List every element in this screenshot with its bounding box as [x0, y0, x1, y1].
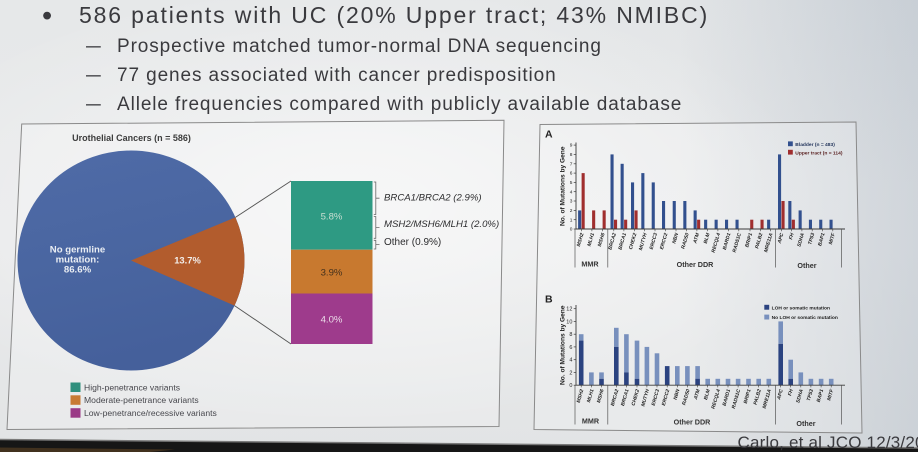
svg-text:BLM: BLM — [703, 232, 712, 245]
svg-text:2: 2 — [569, 370, 572, 376]
svg-text:8: 8 — [569, 332, 572, 338]
svg-text:0: 0 — [569, 383, 572, 389]
svg-text:B: B — [545, 294, 553, 306]
svg-text:6: 6 — [569, 345, 572, 351]
svg-text:BRCA1: BRCA1 — [618, 232, 629, 250]
svg-text:FH: FH — [788, 232, 796, 240]
svg-text:6: 6 — [570, 171, 573, 177]
svg-text:RECQL4: RECQL4 — [711, 232, 722, 253]
svg-text:BLM: BLM — [703, 388, 712, 401]
svg-text:RAD50: RAD50 — [680, 232, 690, 250]
svg-text:High-penetrance variants: High-penetrance variants — [84, 382, 180, 392]
svg-text:5.8%: 5.8% — [321, 212, 343, 223]
svg-text:8: 8 — [570, 152, 573, 158]
svg-text:NBN: NBN — [671, 232, 680, 244]
svg-text:Other DDR: Other DDR — [674, 418, 712, 427]
svg-text:BRCA1/BRCA2 (2.9%): BRCA1/BRCA2 (2.9%) — [384, 192, 482, 203]
svg-text:MRE11A: MRE11A — [763, 232, 774, 253]
svg-text:MUTYH: MUTYH — [638, 232, 649, 251]
svg-text:MUTYH: MUTYH — [640, 388, 651, 407]
svg-text:BARD1: BARD1 — [722, 388, 733, 406]
svg-text:MRE11A: MRE11A — [762, 388, 773, 409]
svg-text:MSH6: MSH6 — [596, 388, 606, 403]
svg-text:86.6%: 86.6% — [64, 265, 92, 276]
svg-text:MITF: MITF — [828, 231, 837, 245]
svg-text:BRIP1: BRIP1 — [743, 388, 753, 404]
svg-text:Urothelial Cancers (n = 586): Urothelial Cancers (n = 586) — [72, 133, 191, 143]
svg-text:MMR: MMR — [581, 260, 599, 269]
svg-text:ERCC3: ERCC3 — [651, 388, 661, 406]
svg-text:Other (0.9%): Other (0.9%) — [384, 237, 441, 248]
svg-text:3.9%: 3.9% — [321, 268, 343, 279]
svg-text:12: 12 — [566, 307, 572, 313]
svg-text:1: 1 — [570, 217, 573, 223]
svg-text:BRCA2: BRCA2 — [607, 232, 618, 250]
svg-text:CHEK2: CHEK2 — [628, 232, 638, 250]
svg-text:2: 2 — [570, 208, 573, 214]
svg-text:13.7%: 13.7% — [174, 255, 201, 266]
svg-text:ERCC3: ERCC3 — [649, 232, 659, 250]
svg-text:TP53: TP53 — [806, 388, 815, 401]
svg-text:ERCC2: ERCC2 — [659, 232, 669, 250]
svg-text:RECQL4: RECQL4 — [711, 388, 722, 409]
svg-text:4: 4 — [570, 189, 573, 195]
svg-text:MSH2/MSH6/MLH1 (2.0%): MSH2/MSH6/MLH1 (2.0%) — [384, 219, 499, 230]
svg-text:RAD51C: RAD51C — [732, 232, 743, 253]
svg-text:BAP1: BAP1 — [817, 232, 827, 247]
svg-text:BARD1: BARD1 — [722, 232, 733, 250]
svg-text:Upper tract (n = 114): Upper tract (n = 114) — [795, 150, 843, 156]
svg-text:5: 5 — [570, 180, 573, 186]
svg-text:ATM: ATM — [692, 232, 701, 245]
svg-text:CHEK2: CHEK2 — [631, 388, 641, 406]
svg-text:MSH2: MSH2 — [576, 232, 586, 247]
svg-text:APC: APC — [776, 232, 785, 245]
svg-text:Moderate-penetrance variants: Moderate-penetrance variants — [84, 395, 199, 405]
svg-text:ATM: ATM — [693, 388, 702, 401]
svg-text:MMR: MMR — [582, 417, 600, 426]
svg-text:4.0%: 4.0% — [321, 315, 343, 326]
svg-text:MSH2: MSH2 — [576, 388, 586, 403]
svg-text:9: 9 — [570, 143, 573, 149]
svg-text:BRCA1: BRCA1 — [620, 388, 631, 406]
svg-text:NBN: NBN — [673, 388, 682, 400]
svg-text:PALB2: PALB2 — [753, 388, 763, 405]
svg-text:No. of Mutations by Gene: No. of Mutations by Gene — [560, 146, 567, 226]
svg-text:SDHA: SDHA — [796, 232, 806, 248]
svg-text:A: A — [545, 129, 553, 141]
svg-text:BAP1: BAP1 — [816, 388, 826, 403]
svg-text:mutation:: mutation: — [56, 255, 100, 266]
svg-text:FH: FH — [787, 388, 795, 396]
svg-text:4: 4 — [569, 358, 572, 364]
svg-text:Other DDR: Other DDR — [677, 260, 715, 269]
svg-text:Other: Other — [796, 419, 815, 428]
svg-text:BRCA2: BRCA2 — [610, 388, 621, 406]
svg-text:No germline: No germline — [50, 245, 105, 256]
svg-text:7: 7 — [570, 161, 573, 167]
svg-text:MLH1: MLH1 — [586, 232, 596, 247]
svg-text:10: 10 — [566, 319, 572, 325]
svg-text:Low-penetrance/recessive varia: Low-penetrance/recessive variants — [84, 408, 217, 418]
svg-text:Other: Other — [797, 261, 816, 270]
svg-text:PALB2: PALB2 — [754, 232, 764, 249]
svg-text:RAD51C: RAD51C — [731, 388, 742, 409]
svg-text:0: 0 — [570, 227, 573, 233]
svg-text:No LOH or somatic mutation: No LOH or somatic mutation — [772, 315, 838, 321]
svg-text:MITF: MITF — [826, 388, 835, 402]
svg-text:RAD50: RAD50 — [681, 388, 691, 406]
svg-text:TP53: TP53 — [807, 232, 816, 245]
svg-text:No. of Mutations by Gene: No. of Mutations by Gene — [560, 305, 567, 385]
svg-text:MSH6: MSH6 — [597, 232, 607, 247]
svg-text:BRIP1: BRIP1 — [744, 232, 754, 248]
svg-text:MLH1: MLH1 — [586, 388, 596, 403]
svg-text:LOH or somatic mutation: LOH or somatic mutation — [772, 305, 830, 311]
svg-text:ERCC2: ERCC2 — [661, 388, 671, 406]
svg-text:Bladder (n = 483): Bladder (n = 483) — [795, 142, 835, 148]
svg-text:3: 3 — [570, 199, 573, 205]
svg-text:APC: APC — [776, 388, 785, 401]
svg-text:SDHA: SDHA — [795, 388, 805, 404]
